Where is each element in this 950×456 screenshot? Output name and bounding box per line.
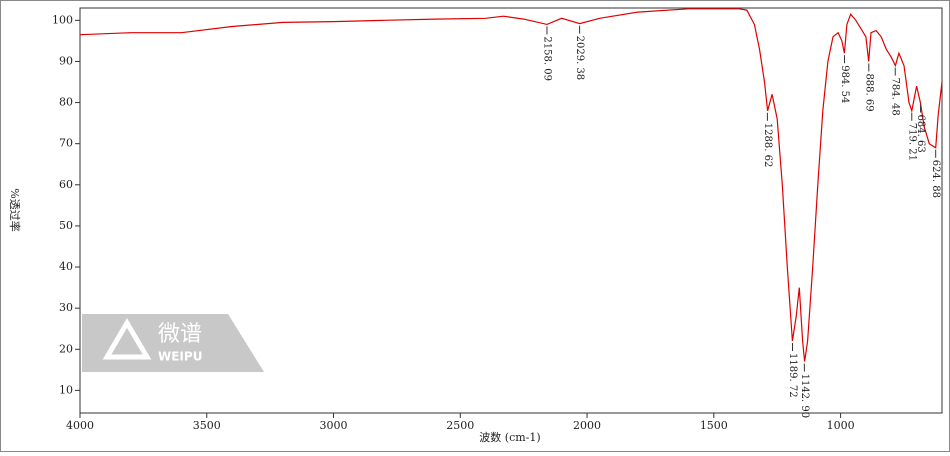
y-axis-label: %透过率 [8,188,22,231]
y-tick-label: 70 [59,137,73,150]
y-tick-label: 50 [59,219,73,232]
y-tick-label: 60 [59,178,73,191]
peak-label: 684. 63 [915,115,926,153]
x-tick-label: 2500 [446,419,474,432]
peak-label: 784. 48 [890,78,901,116]
peak-label: 624. 88 [930,160,941,198]
y-tick-label: 80 [59,96,73,109]
y-tick-label: 10 [59,383,73,396]
peak-label: 719. 21 [906,123,917,161]
watermark-subtitle: WEIPU [158,350,202,364]
watermark: 微谱 WEIPU [82,314,264,372]
y-tick-label: 90 [59,54,73,67]
peak-label: 1142. 90 [799,374,810,419]
peak-label: 888. 69 [863,73,874,111]
x-tick-label: 4000 [66,419,94,432]
peak-label: 1189. 72 [787,353,798,398]
x-axis-label: 波数 (cm-1) [479,431,540,444]
x-tick-label: 1500 [700,419,728,432]
peak-label: 2158. 09 [541,36,552,81]
x-tick-label: 2000 [573,419,601,432]
peak-label: 984. 54 [839,65,850,103]
y-tick-label: 30 [59,301,73,314]
x-tick-label: 3500 [193,419,221,432]
x-tick-label: 3000 [320,419,348,432]
plot-area [79,7,943,414]
y-tick-label: 20 [59,342,73,355]
spectrum-line [79,8,943,362]
x-tick-label: 1000 [827,419,855,432]
watermark-title: 微谱 [158,322,202,347]
peak-label: 2029. 38 [574,36,585,81]
y-tick-label: 40 [59,260,73,273]
peak-label: 1288. 62 [762,123,773,168]
watermark-logo [102,318,152,360]
y-tick-label: 100 [52,13,73,26]
